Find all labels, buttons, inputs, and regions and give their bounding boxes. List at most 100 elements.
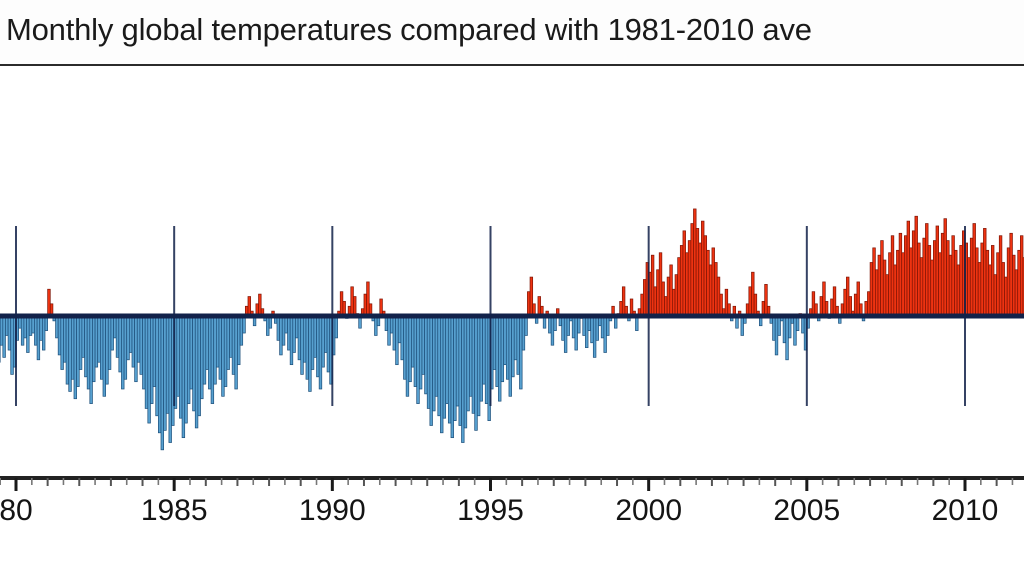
anomaly-bar (131, 315, 135, 368)
anomaly-bar (592, 315, 597, 358)
anomaly-bar (875, 269, 879, 317)
anomaly-bar (221, 315, 225, 397)
anomaly-bar (152, 315, 157, 387)
anomaly-bar (105, 315, 109, 385)
anomaly-bar (316, 315, 320, 378)
anomaly-bar (508, 315, 512, 397)
anomaly-bar (395, 315, 399, 366)
anomaly-bar (911, 230, 916, 317)
anomaly-bar (202, 315, 207, 385)
anomaly-bar (5, 315, 9, 336)
anomaly-bar (708, 264, 713, 317)
anomaly-bar (969, 237, 974, 317)
anomaly-bar (313, 315, 317, 358)
anomaly-bar (115, 315, 120, 358)
anomaly-bar (893, 264, 897, 317)
anomaly-bar (811, 291, 816, 317)
anomaly-bar (434, 315, 439, 397)
anomaly-bar (898, 232, 903, 317)
anomaly-bar (590, 315, 594, 344)
anomaly-bar (606, 315, 610, 336)
anomaly-bar (65, 315, 70, 385)
anomaly-bar (600, 315, 605, 339)
anomaly-bar (289, 315, 294, 366)
anomaly-bar (643, 279, 647, 317)
anomaly-bar (466, 315, 470, 412)
anomaly-bar (621, 286, 626, 317)
anomaly-bar (740, 315, 744, 336)
anomaly-bar (411, 315, 415, 368)
anomaly-bar (353, 296, 357, 317)
anomaly-bar (909, 247, 913, 317)
anomaly-bar (927, 245, 932, 317)
anomaly-bar (176, 315, 180, 397)
anomaly-bar (0, 315, 4, 346)
anomaly-bar (922, 237, 926, 317)
anomaly-bar (287, 315, 291, 351)
anomaly-bar (513, 315, 518, 361)
anomaly-bar (822, 281, 826, 317)
anomaly-bar (123, 315, 128, 380)
anomaly-bar (698, 242, 702, 317)
anomaly-bar (413, 315, 418, 387)
anomaly-bar (165, 315, 170, 414)
anomaly-bar (450, 315, 454, 439)
anomaly-bar (1004, 276, 1008, 317)
anomaly-bar (479, 315, 483, 402)
anomaly-bar (392, 315, 396, 351)
anomaly-bar (888, 252, 892, 317)
anomaly-bar (585, 315, 589, 348)
anomaly-bar (63, 315, 67, 363)
anomaly-bar (988, 264, 992, 317)
anomaly-bar (687, 240, 692, 317)
anomaly-bar (561, 315, 565, 341)
anomaly-bar (595, 315, 599, 341)
tick-marks-group (0, 478, 1014, 491)
bars-group (0, 208, 1024, 451)
anomaly-bar (97, 315, 101, 363)
anomaly-bar (1009, 232, 1013, 317)
anomaly-bar (184, 315, 188, 424)
anomaly-bar (113, 315, 117, 339)
anomaly-bar (26, 315, 30, 353)
anomaly-bar (695, 228, 700, 317)
anomaly-bar (461, 315, 465, 443)
anomaly-bar (751, 271, 755, 317)
anomaly-bar (10, 315, 14, 375)
anomaly-bar (682, 230, 686, 317)
anomaly-bar (279, 315, 283, 356)
anomaly-bar (521, 315, 526, 351)
anomaly-bar (102, 315, 106, 397)
anomaly-bar (7, 315, 12, 351)
anomaly-bar (577, 315, 581, 334)
anomaly-bar (832, 286, 837, 317)
anomaly-bar (463, 315, 468, 429)
anomaly-bar (239, 315, 244, 346)
anomaly-bar (967, 257, 971, 317)
anomaly-bar (701, 220, 705, 317)
anomaly-bar (716, 276, 721, 317)
anomaly-bar (935, 225, 939, 317)
anomaly-bar (519, 315, 523, 390)
anomaly-bar (650, 254, 655, 317)
anomaly-bar (445, 315, 449, 404)
anomaly-bar (785, 315, 789, 361)
anomaly-bar (136, 315, 141, 363)
anomaly-bar (229, 315, 233, 358)
anomaly-bar (418, 315, 423, 390)
anomaly-bar (147, 315, 151, 424)
anomaly-bar (867, 291, 871, 317)
x-axis-ticks (0, 476, 1024, 491)
anomaly-bar (574, 315, 578, 351)
anomaly-bar (1017, 249, 1021, 317)
anomaly-bar (408, 315, 412, 383)
anomaly-bar (210, 315, 215, 404)
anomaly-bar (690, 223, 694, 317)
anomaly-bar (160, 315, 164, 451)
anomaly-bar (57, 315, 62, 356)
anomaly-bar (2, 315, 6, 358)
anomaly-bar (455, 315, 460, 407)
anomaly-bar (94, 315, 99, 368)
anomaly-bar (215, 315, 220, 368)
anomaly-bar (919, 257, 924, 317)
